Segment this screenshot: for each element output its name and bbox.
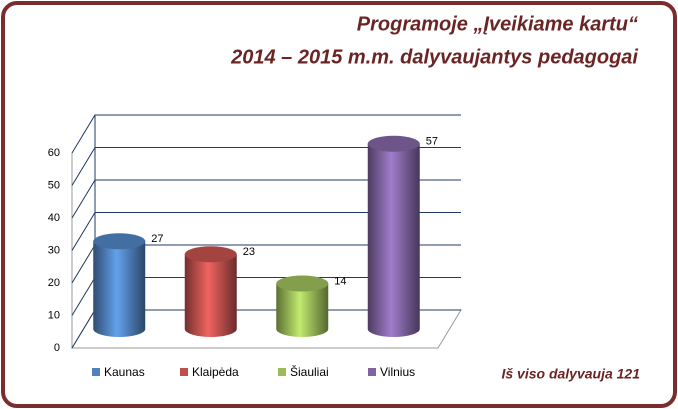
value-label: 57 xyxy=(426,136,438,148)
legend-label: Šiauliai xyxy=(290,364,329,379)
grid-line xyxy=(71,147,461,186)
value-label: 27 xyxy=(151,233,163,245)
legend-label: Kaunas xyxy=(104,365,145,379)
bar-top xyxy=(184,246,237,263)
y-tick-label: 30 xyxy=(48,244,60,256)
legend-swatch xyxy=(180,368,188,376)
bar-top xyxy=(276,275,329,292)
y-tick-label: 50 xyxy=(48,179,60,191)
bar xyxy=(184,254,237,337)
y-tick-label: 20 xyxy=(48,277,60,289)
bar xyxy=(276,283,329,337)
value-label: 14 xyxy=(334,275,346,287)
bar-top xyxy=(93,233,146,250)
grid-line xyxy=(71,212,461,251)
y-tick-label: 0 xyxy=(54,342,60,354)
legend-swatch xyxy=(368,368,376,376)
grid-line xyxy=(71,114,461,154)
bar xyxy=(367,143,420,337)
y-tick-label: 10 xyxy=(48,309,60,321)
bar-top xyxy=(367,135,420,152)
legend-swatch xyxy=(92,368,100,376)
y-tick-label: 60 xyxy=(48,147,60,159)
legend-label: Vilnius xyxy=(380,365,415,379)
legend-swatch xyxy=(278,368,286,376)
grid-line xyxy=(71,179,461,219)
y-tick-label: 40 xyxy=(48,212,60,224)
chart-title: Programoje „Įveikiame kartu“ xyxy=(357,13,638,35)
legend-label: Klaipėda xyxy=(192,365,239,379)
annotation: Iš viso dalyvauja 121 xyxy=(501,366,640,382)
value-label: 23 xyxy=(243,246,255,258)
chart-subtitle: 2014 – 2015 m.m. dalyvaujantys pedagogai xyxy=(230,46,638,68)
bar xyxy=(93,241,146,337)
